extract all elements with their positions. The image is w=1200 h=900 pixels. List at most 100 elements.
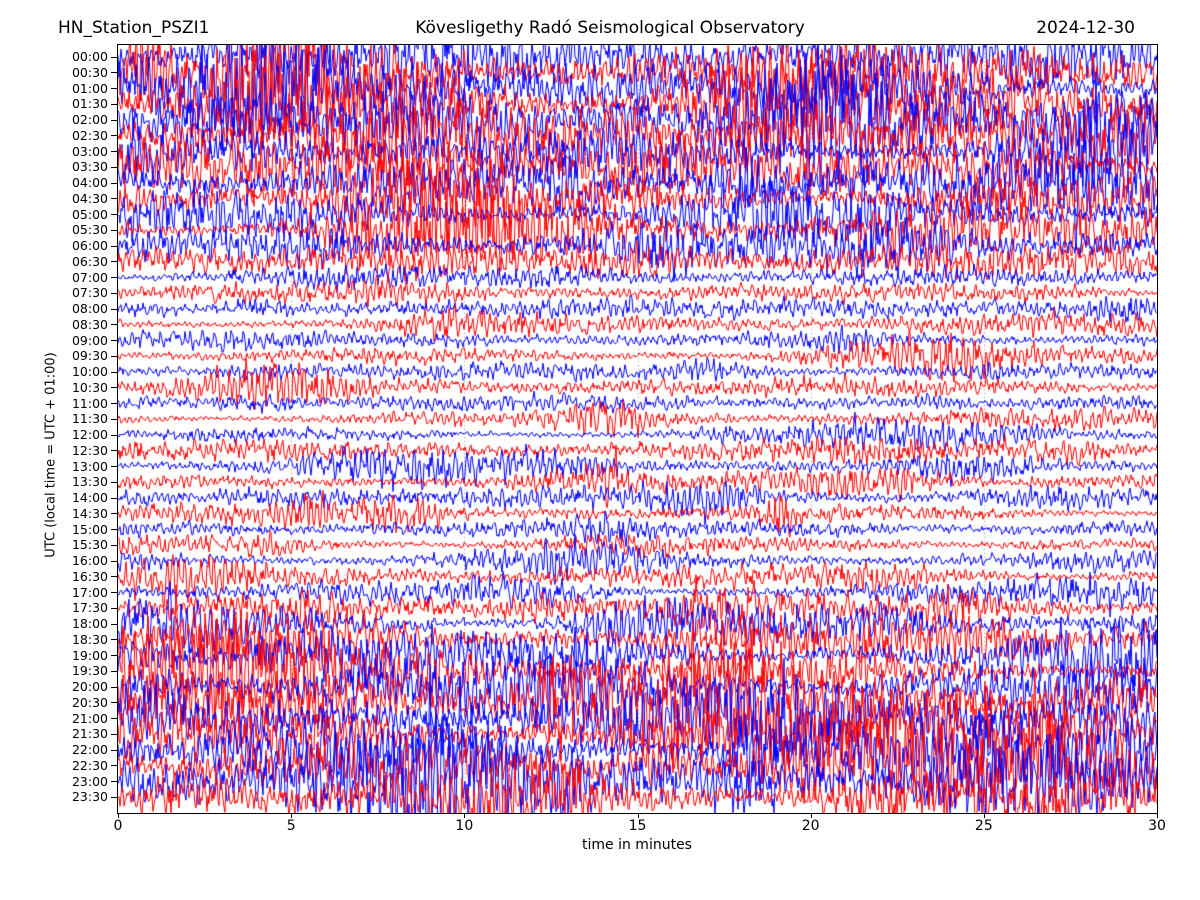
x-axis-title: time in minutes	[582, 837, 692, 853]
y-tick-mark	[111, 481, 117, 483]
y-tick-mark	[111, 544, 117, 546]
y-tick-label: 02:00	[71, 112, 108, 127]
y-tick-mark	[111, 198, 117, 200]
y-tick-label: 06:30	[71, 253, 108, 269]
y-tick-label: 04:00	[71, 175, 108, 190]
seismogram-traces-canvas	[118, 45, 1157, 813]
y-tick-label: 22:00	[71, 742, 108, 757]
x-tick-mark	[464, 814, 466, 818]
y-tick-label: 20:30	[71, 694, 108, 710]
y-tick-label: 14:30	[71, 505, 108, 521]
x-tick-label: 0	[113, 818, 123, 834]
y-tick-mark	[111, 576, 117, 578]
y-tick-label: 15:00	[71, 521, 108, 537]
y-tick-label: 13:30	[71, 474, 108, 490]
y-tick-mark	[111, 497, 117, 499]
y-tick-label: 03:30	[71, 159, 108, 175]
y-tick-label: 08:00	[71, 301, 108, 316]
y-tick-mark	[111, 733, 117, 735]
y-tick-label: 18:30	[71, 631, 108, 647]
y-tick-label: 19:30	[71, 663, 108, 679]
x-tick-label: 10	[455, 818, 474, 834]
y-tick-label: 17:00	[71, 584, 108, 600]
y-tick-mark	[111, 655, 117, 656]
y-tick-mark	[111, 214, 117, 215]
y-tick-mark	[111, 119, 117, 121]
y-tick-label: 09:30	[71, 348, 108, 364]
plot-area	[117, 44, 1158, 814]
x-tick-mark	[118, 814, 119, 818]
y-tick-label: 00:30	[71, 64, 108, 80]
y-tick-label: 05:00	[71, 206, 108, 222]
y-tick-label: 19:00	[71, 647, 108, 663]
y-tick-mark	[111, 166, 117, 168]
date-title: 2024-12-30	[1036, 18, 1135, 38]
y-tick-mark	[111, 371, 117, 373]
y-tick-label: 09:00	[71, 332, 108, 348]
y-tick-label: 17:30	[71, 600, 108, 616]
y-tick-mark	[111, 182, 117, 184]
x-tick-label: 20	[801, 818, 820, 834]
y-tick-label: 11:00	[71, 395, 108, 411]
y-tick-mark	[111, 56, 117, 58]
y-tick-label: 00:00	[71, 49, 108, 64]
y-tick-label: 23:30	[71, 789, 108, 805]
y-tick-mark	[111, 607, 117, 609]
y-tick-mark	[111, 718, 117, 719]
y-tick-label: 20:00	[71, 679, 108, 694]
y-tick-label: 01:30	[71, 96, 108, 112]
x-tick-mark	[637, 814, 639, 818]
y-tick-label: 21:30	[71, 726, 108, 742]
y-tick-mark	[111, 403, 117, 404]
y-tick-mark	[111, 387, 117, 389]
y-tick-label: 11:30	[71, 411, 108, 427]
y-tick-mark	[111, 292, 117, 294]
y-tick-mark	[111, 151, 117, 152]
y-tick-mark	[111, 434, 117, 436]
y-tick-mark	[111, 324, 117, 326]
y-tick-label: 05:30	[71, 222, 108, 238]
y-tick-mark	[111, 529, 117, 530]
x-tick-label: 25	[974, 818, 993, 834]
y-tick-label: 12:30	[71, 442, 108, 458]
y-tick-mark	[111, 72, 117, 74]
y-tick-mark	[111, 261, 117, 263]
y-tick-label: 12:00	[71, 427, 108, 442]
y-tick-mark	[111, 639, 117, 641]
y-tick-label: 10:00	[71, 364, 108, 379]
y-tick-mark	[111, 765, 117, 767]
x-tick-label: 30	[1148, 818, 1166, 834]
y-tick-mark	[111, 229, 117, 231]
y-tick-mark	[111, 88, 117, 89]
x-tick-mark	[291, 814, 293, 818]
station-title: HN_Station_PSZI1	[58, 18, 210, 38]
y-tick-mark	[111, 245, 117, 247]
y-tick-label: 16:00	[71, 553, 108, 568]
y-tick-mark	[111, 135, 117, 137]
y-tick-label: 21:00	[71, 710, 108, 726]
y-tick-mark	[111, 513, 117, 515]
x-tick-mark	[810, 814, 812, 818]
y-tick-label: 08:30	[71, 316, 108, 332]
y-tick-label: 01:00	[71, 80, 108, 96]
y-tick-mark	[111, 702, 117, 704]
y-tick-mark	[111, 103, 117, 105]
y-tick-mark	[111, 308, 117, 310]
y-tick-label: 13:00	[71, 458, 108, 474]
y-tick-label: 03:00	[71, 143, 108, 159]
y-tick-mark	[111, 781, 117, 782]
y-tick-mark	[111, 355, 117, 357]
x-tick-mark	[983, 814, 985, 818]
y-tick-label: 16:30	[71, 568, 108, 584]
y-tick-mark	[111, 749, 117, 751]
y-tick-mark	[111, 340, 117, 341]
y-tick-mark	[111, 592, 117, 593]
y-tick-label: 15:30	[71, 537, 108, 553]
y-tick-mark	[111, 686, 117, 688]
y-tick-mark	[111, 466, 117, 467]
y-tick-label: 07:00	[71, 269, 108, 285]
y-tick-label: 14:00	[71, 490, 108, 505]
y-tick-mark	[111, 277, 117, 278]
y-tick-mark	[111, 796, 117, 798]
